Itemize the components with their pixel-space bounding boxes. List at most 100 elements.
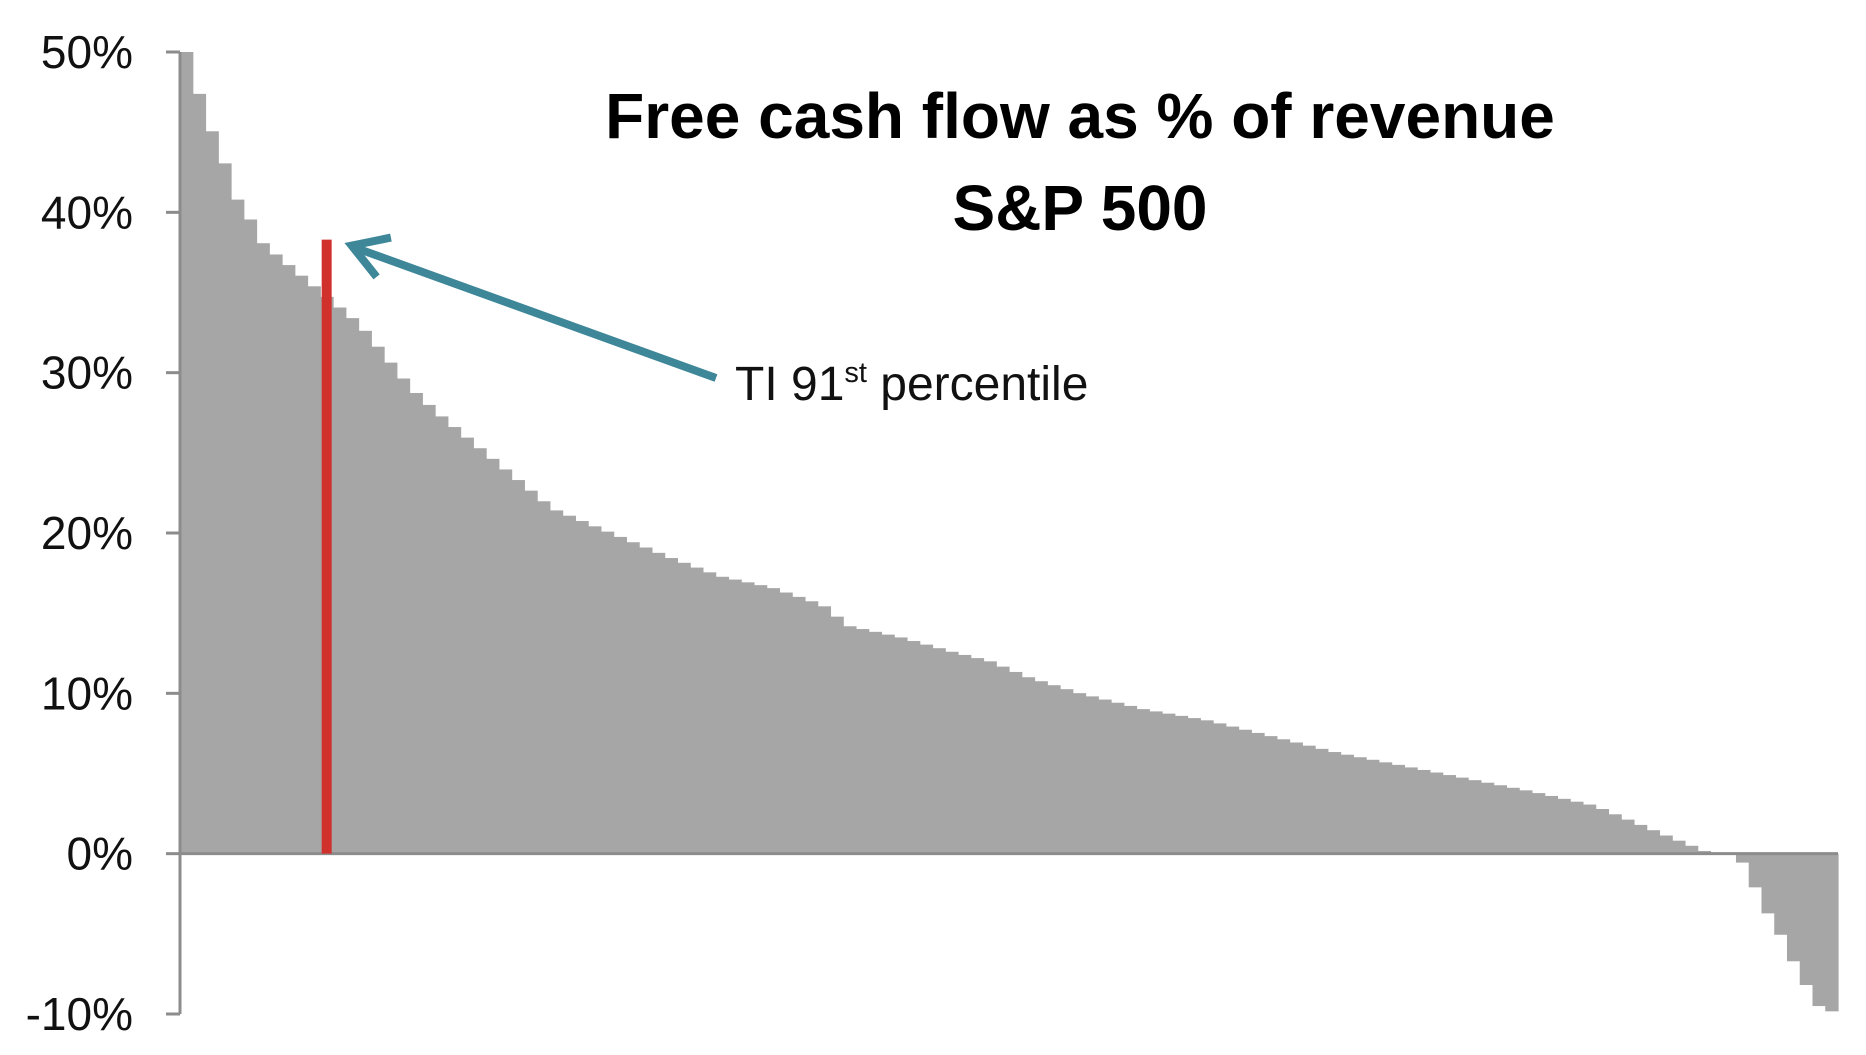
bar [957,654,972,854]
bar [498,469,513,854]
bar [1034,681,1048,854]
annotation-label-suffix: percentile [867,358,1088,411]
y-tick-label: 10% [41,667,133,719]
bar [1276,739,1291,854]
bar [1748,853,1763,888]
bar [1506,787,1520,854]
bar [1123,705,1138,854]
bar [1353,757,1367,854]
bar [690,567,704,854]
bar [1735,853,1750,863]
annotation-arrow [344,233,718,382]
bar [1544,795,1559,854]
bar [243,219,258,854]
bar [919,644,934,854]
bar [779,592,793,854]
bar [1557,798,1571,854]
bar [218,163,232,854]
bar [180,52,194,854]
bar [1608,814,1622,854]
annotation-label: TI 91st percentile [735,357,1088,411]
bar [447,427,462,854]
bar [486,458,500,854]
bar [1786,853,1801,962]
bar [1684,845,1699,854]
bar [294,275,309,854]
bar [1162,713,1176,854]
bar [817,606,832,854]
bar [1315,748,1329,854]
bar [1442,775,1456,854]
bar [1238,729,1252,854]
bar [996,666,1010,854]
bar [792,596,806,854]
bar [1225,726,1240,854]
bar [1621,819,1635,854]
bar [524,490,538,854]
chart-subtitle: S&P 500 [953,172,1208,244]
bar [970,658,985,854]
bar [1493,785,1507,854]
bar [1582,804,1597,854]
bar [205,131,219,854]
bar [588,526,602,854]
bar [575,521,589,854]
bar [906,641,921,854]
bar [881,634,895,854]
bar [1659,835,1673,854]
bar [1378,762,1393,854]
bar [1455,777,1469,854]
bar [1595,809,1610,854]
y-tick-label: 50% [41,26,133,78]
bar [1009,671,1023,854]
bar [1404,767,1418,854]
bar [1021,677,1036,854]
bar [702,572,717,854]
bar [549,510,564,854]
bar [945,651,959,854]
bar [843,626,857,854]
annotation-label-main: TI 91 [735,358,844,411]
bar [1480,782,1495,854]
bar [766,588,781,854]
bar [1799,853,1814,986]
bar [562,515,576,854]
bar [1429,772,1444,854]
bar [1327,752,1342,854]
bar [1213,723,1227,854]
bar [256,243,270,854]
annotation-label-superscript: st [844,357,867,389]
bar [269,254,283,854]
bar [1774,853,1788,935]
bar [345,318,360,854]
bar [1060,689,1074,854]
bar [677,562,691,854]
bar [396,378,411,854]
bar [855,629,870,854]
bar [192,93,207,854]
bar [1761,853,1775,914]
bar [1085,696,1099,854]
bar [1098,699,1112,854]
arrow-shaft [356,244,718,382]
bar [1187,718,1201,854]
bar [830,616,844,854]
y-axis [166,50,1838,1016]
bar [1251,732,1265,854]
bar [613,536,627,854]
bar [1366,759,1380,854]
bar [932,648,946,854]
bar [537,501,551,854]
bar [1570,801,1584,854]
y-tick-label: 0% [67,828,133,880]
bar [639,547,653,854]
bar [1136,709,1150,854]
bar [741,582,755,854]
bar [983,661,997,854]
bar [1302,745,1316,854]
bar [358,330,372,854]
bar [1264,736,1278,854]
bar [894,637,908,854]
bar [1468,780,1482,854]
